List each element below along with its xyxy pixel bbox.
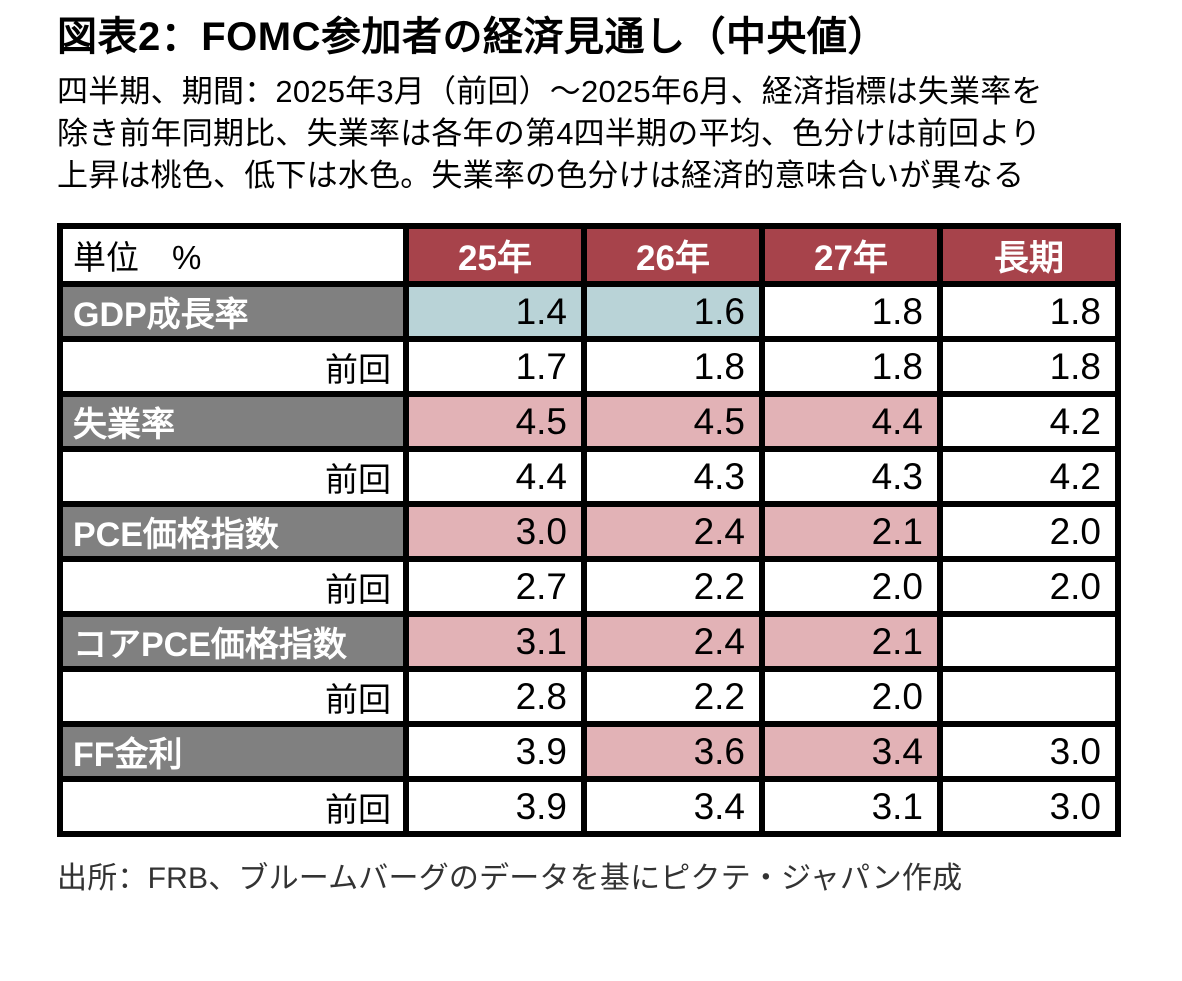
value-cell: 3.4 xyxy=(581,776,765,838)
value-cell: 2.1 xyxy=(759,611,943,673)
year-header-longrun: 長期 xyxy=(937,223,1121,288)
row-label-core-pce: コアPCE価格指数 xyxy=(57,611,409,673)
value-cell: 2.2 xyxy=(581,556,765,618)
value-cell: 3.0 xyxy=(403,501,587,563)
value-cell: 1.8 xyxy=(759,281,943,343)
value-cell: 2.0 xyxy=(759,666,943,728)
value-cell: 2.0 xyxy=(937,501,1121,563)
header-row: 単位 % 25年 26年 27年 長期 xyxy=(57,223,1121,288)
prev-label: 前回 xyxy=(57,446,409,508)
value-cell: 4.3 xyxy=(581,446,765,508)
value-cell: 2.0 xyxy=(937,556,1121,618)
value-cell: 2.4 xyxy=(581,611,765,673)
prev-label: 前回 xyxy=(57,336,409,398)
value-cell: 2.8 xyxy=(403,666,587,728)
page-title: 図表2：FOMC参加者の経済見通し（中央値） xyxy=(57,15,888,59)
value-cell: 3.9 xyxy=(403,776,587,838)
value-cell: 4.4 xyxy=(759,391,943,453)
value-cell: 4.5 xyxy=(403,391,587,453)
value-cell: 3.0 xyxy=(937,776,1121,838)
source-note: 出所：FRB、ブルームバーグのデータを基にピクテ・ジャパン作成 xyxy=(57,862,963,896)
table-row-gdp-previous: 前回 1.7 1.8 1.8 1.8 xyxy=(57,336,1121,398)
value-cell: 4.2 xyxy=(937,446,1121,508)
value-cell: 4.5 xyxy=(581,391,765,453)
subtitle-line-3: 上昇は桃色、低下は水色。失業率の色分けは経済的意味合いが異なる xyxy=(57,158,1025,194)
row-label-ff-rate: FF金利 xyxy=(57,721,409,783)
table-row-pce-previous: 前回 2.7 2.2 2.0 2.0 xyxy=(57,556,1121,618)
table-row-gdp: GDP成長率 1.4 1.6 1.8 1.8 xyxy=(57,281,1121,343)
value-cell: 3.0 xyxy=(937,721,1121,783)
forecast-table: 単位 % 25年 26年 27年 長期 GDP成長率 1.4 1.6 1.8 1… xyxy=(57,223,1121,838)
year-header-2026: 26年 xyxy=(581,223,765,288)
value-cell: 3.1 xyxy=(403,611,587,673)
value-cell: 2.7 xyxy=(403,556,587,618)
value-cell: 3.1 xyxy=(759,776,943,838)
table-row-ff-rate-previous: 前回 3.9 3.4 3.1 3.0 xyxy=(57,776,1121,838)
subtitle: 四半期、期間：2025年3月（前回）～2025年6月、経済指標は失業率を 除き前… xyxy=(57,71,1182,197)
value-cell: 4.2 xyxy=(937,391,1121,453)
table-row-pce: PCE価格指数 3.0 2.4 2.1 2.0 xyxy=(57,501,1121,563)
value-cell: 2.0 xyxy=(759,556,943,618)
row-label-unemployment: 失業率 xyxy=(57,391,409,453)
table-row-core-pce-previous: 前回 2.8 2.2 2.0 xyxy=(57,666,1121,728)
row-label-gdp: GDP成長率 xyxy=(57,281,409,343)
prev-label: 前回 xyxy=(57,666,409,728)
value-cell: 4.3 xyxy=(759,446,943,508)
value-cell: 1.8 xyxy=(581,336,765,398)
value-cell xyxy=(937,611,1121,673)
value-cell: 1.7 xyxy=(403,336,587,398)
value-cell: 2.1 xyxy=(759,501,943,563)
year-header-2025: 25年 xyxy=(403,223,587,288)
prev-label: 前回 xyxy=(57,556,409,618)
table-row-unemployment-previous: 前回 4.4 4.3 4.3 4.2 xyxy=(57,446,1121,508)
unit-header-cell: 単位 % xyxy=(57,223,409,288)
value-cell: 2.2 xyxy=(581,666,765,728)
value-cell xyxy=(937,666,1121,728)
row-label-pce: PCE価格指数 xyxy=(57,501,409,563)
subtitle-line-2: 除き前年同期比、失業率は各年の第4四半期の平均、色分けは前回より xyxy=(57,116,1042,152)
table-row-core-pce: コアPCE価格指数 3.1 2.4 2.1 xyxy=(57,611,1121,673)
value-cell: 1.8 xyxy=(937,281,1121,343)
value-cell: 4.4 xyxy=(403,446,587,508)
value-cell: 3.6 xyxy=(581,721,765,783)
year-header-2027: 27年 xyxy=(759,223,943,288)
value-cell: 1.8 xyxy=(759,336,943,398)
table-row-ff-rate: FF金利 3.9 3.6 3.4 3.0 xyxy=(57,721,1121,783)
value-cell: 3.9 xyxy=(403,721,587,783)
value-cell: 3.4 xyxy=(759,721,943,783)
value-cell: 1.6 xyxy=(581,281,765,343)
value-cell: 2.4 xyxy=(581,501,765,563)
table-row-unemployment: 失業率 4.5 4.5 4.4 4.2 xyxy=(57,391,1121,453)
prev-label: 前回 xyxy=(57,776,409,838)
value-cell: 1.8 xyxy=(937,336,1121,398)
value-cell: 1.4 xyxy=(403,281,587,343)
subtitle-line-1: 四半期、期間：2025年3月（前回）～2025年6月、経済指標は失業率を xyxy=(57,74,1043,110)
